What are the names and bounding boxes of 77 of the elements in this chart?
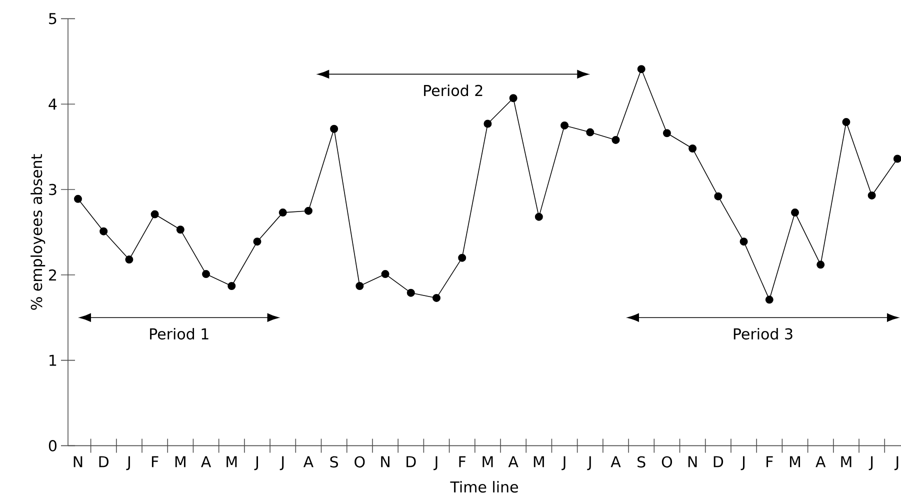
point [586, 128, 594, 136]
point [765, 296, 774, 304]
annotation: Period 2 [424, 84, 482, 96]
y-tick-label: 4 [48, 98, 57, 110]
point [356, 282, 364, 290]
x-tick-label: M [175, 456, 186, 468]
y-tick-label: 3 [49, 184, 56, 196]
point [816, 260, 825, 269]
x-tick-label: F [152, 456, 158, 468]
point [740, 238, 748, 246]
x-tick-label: J [280, 456, 284, 470]
x-tick-label: O [354, 456, 365, 468]
x-tick-label: A [303, 456, 314, 468]
y-tick-label: 0 [48, 440, 56, 452]
y-tick-label: 5 [49, 13, 56, 24]
point [458, 254, 466, 262]
x-tick-label: N [381, 456, 390, 468]
point [893, 154, 901, 163]
point [125, 256, 134, 264]
point [74, 194, 82, 203]
x-tick-label: D [99, 456, 108, 468]
x-tick-label: J [894, 456, 898, 470]
x-tick-label: M [482, 456, 493, 468]
point [100, 227, 108, 236]
point [228, 282, 236, 290]
point [330, 124, 338, 133]
x-tick-label: S [330, 456, 338, 468]
point [176, 226, 184, 234]
x-tick-label: N [688, 456, 697, 468]
x-tick-label: J [868, 456, 873, 470]
x-tick-label: J [587, 456, 591, 470]
x-tick-label: J [562, 456, 566, 470]
point [484, 120, 492, 128]
point [381, 270, 390, 278]
y-tick-label: 1 [50, 354, 56, 366]
point [432, 294, 440, 302]
x-tick-label: A [508, 456, 518, 468]
x-tick-label: N [74, 456, 82, 468]
point [278, 208, 287, 217]
x-tick-label: A [816, 456, 826, 468]
point [790, 208, 799, 217]
annotation: Period 3 [734, 328, 792, 340]
x-tick-label: A [201, 456, 212, 468]
point [688, 144, 697, 153]
y-tick-label: 2 [49, 269, 56, 280]
x-tick-label: M [841, 456, 852, 468]
point [150, 210, 159, 218]
point [662, 129, 671, 138]
point [202, 270, 210, 278]
point [868, 191, 876, 200]
x-tick-label: M [534, 456, 544, 468]
point [304, 206, 312, 215]
point [714, 192, 722, 200]
x-tick-label: J [740, 456, 745, 470]
x-tick-label: A [610, 456, 621, 468]
x-axis-title: Time line [450, 481, 518, 493]
point [509, 94, 518, 102]
x-tick-label: J [126, 456, 130, 470]
x-tick-label: F [766, 456, 773, 468]
point [637, 65, 646, 74]
x-tick-label: S [638, 456, 646, 468]
annotation: Period 1 [150, 328, 208, 340]
x-tick-label: D [406, 456, 416, 468]
y-axis-title: % employees absent [30, 154, 46, 310]
point [406, 288, 415, 297]
x-tick-label: M [790, 456, 800, 468]
x-tick-label: J [254, 456, 258, 470]
point [842, 118, 850, 126]
point [560, 121, 569, 130]
point [253, 238, 262, 246]
x-tick-label: D [714, 456, 724, 468]
x-tick-label: F [459, 456, 466, 468]
point [534, 212, 543, 221]
x-tick-label: J [434, 456, 438, 470]
x-tick-label: O [662, 456, 672, 468]
x-tick-label: M [226, 456, 237, 468]
point [612, 136, 620, 144]
